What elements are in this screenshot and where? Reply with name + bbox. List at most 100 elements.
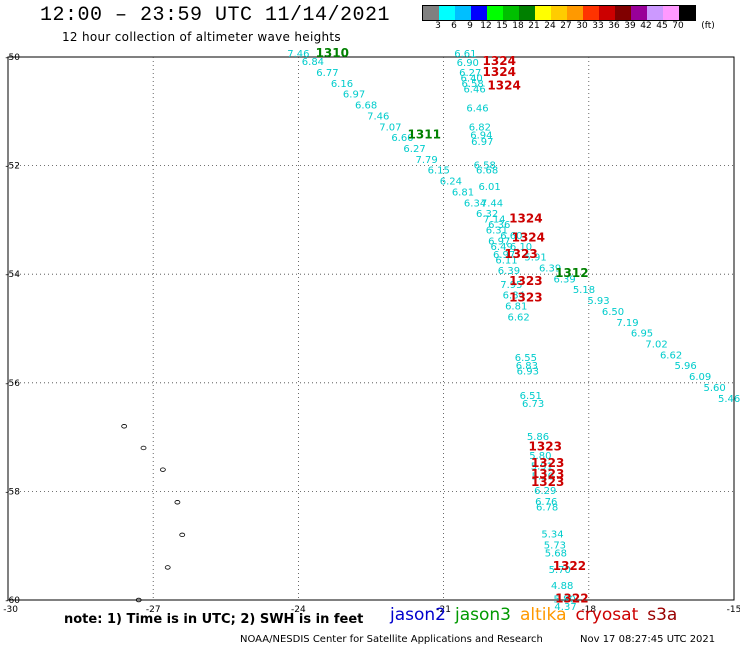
swh-label: 6.78 <box>536 502 558 513</box>
legend-swatch <box>583 6 599 20</box>
swh-label: 6.36 <box>488 220 510 231</box>
swh-label: 6.76 <box>535 497 557 508</box>
swh-label: 6.09 <box>689 372 711 383</box>
units-note: note: 1) Time is in UTC; 2) SWH is in fe… <box>64 612 364 627</box>
time-label: 1324 <box>512 231 545 245</box>
legend-swatch <box>455 6 471 20</box>
swh-label: 6.40 <box>461 73 483 84</box>
time-label: 1323 <box>509 290 542 304</box>
swh-label: 6.58 <box>462 79 484 90</box>
swh-label: 6.46 <box>466 103 488 114</box>
page-title: 12:00 – 23:59 UTC 11/14/2021 <box>40 4 391 27</box>
swh-label: 6.01 <box>478 182 500 193</box>
swh-label: 6.97 <box>493 250 515 261</box>
legend-swatch <box>663 6 679 20</box>
swh-label: 6.60 <box>500 231 522 242</box>
swh-label: 6.97 <box>343 90 365 101</box>
swh-label: 7.46 <box>367 111 389 122</box>
y-tick-label: -56 <box>5 379 20 389</box>
swh-label: 6.34 <box>464 198 486 209</box>
legend-label: 42 <box>640 21 652 31</box>
legend-swatch <box>567 6 583 20</box>
swh-label: 7.19 <box>616 318 638 329</box>
swh-label: 6.15 <box>428 166 450 177</box>
time-label: 1322 <box>555 592 588 606</box>
swh-label: 7.07 <box>379 122 401 133</box>
time-label: 1324 <box>509 212 542 226</box>
island-outline <box>174 500 181 505</box>
swh-label: 6.68 <box>355 101 377 112</box>
swh-label: 6.62 <box>507 312 529 323</box>
time-label: 1322 <box>553 559 586 573</box>
color-legend-labels: 3 6 9 12 15 18 21 24 27 30 33 36 39 42 45 70 (ft) <box>422 21 740 33</box>
swh-label: 6.83 <box>516 361 538 372</box>
y-tick-label: -54 <box>5 270 20 280</box>
swh-label: 6.77 <box>316 68 338 79</box>
swh-label: 7.46 <box>287 49 309 60</box>
time-label: 1323 <box>504 247 537 261</box>
time-label: 1323 <box>531 475 564 489</box>
time-label: 1323 <box>531 467 564 481</box>
legend-label: 27 <box>560 21 572 31</box>
legend-swatch <box>439 6 455 20</box>
island-outline <box>121 424 128 429</box>
footer-credit: NOAA/NESDIS Center for Satellite Applica… <box>240 634 543 645</box>
x-tick-label: -21 <box>436 605 451 615</box>
swh-label: 6.94 <box>470 130 492 141</box>
swh-label: 5.46 <box>718 394 740 405</box>
swh-label: 6.84 <box>302 57 324 68</box>
legend-unit: (ft) <box>701 21 715 31</box>
legend-label: 33 <box>592 21 604 31</box>
swh-label: 7.14 <box>483 215 505 226</box>
legend-label: 6 <box>451 21 457 31</box>
swh-label: 5.86 <box>527 432 549 443</box>
legend-label: 12 <box>480 21 492 31</box>
legend-label: 3 <box>435 21 441 31</box>
legend-label: 70 <box>672 21 684 31</box>
corner-tick-label: -30 <box>3 605 18 615</box>
swh-label: 6.32 <box>476 209 498 220</box>
swh-label: 7.95 <box>500 280 522 291</box>
swh-label: 6.82 <box>469 122 491 133</box>
swh-label: 6.62 <box>660 350 682 361</box>
island-outline <box>140 445 147 451</box>
time-label: 1311 <box>408 127 441 141</box>
swh-label: 4.88 <box>551 581 573 592</box>
swh-label: 6.97 <box>488 236 510 247</box>
swh-label: 5.34 <box>541 530 563 541</box>
legend-label: 18 <box>512 21 524 31</box>
swh-label: 6.46 <box>463 84 485 95</box>
swh-label: 6.27 <box>459 68 481 79</box>
legend-label: 39 <box>624 21 636 31</box>
time-label: 1310 <box>316 46 349 60</box>
swh-label: 4.37 <box>554 602 576 613</box>
swh-label: 6.58 <box>474 160 496 171</box>
swh-label: 6.11 <box>495 255 517 266</box>
island-outline <box>159 467 166 472</box>
legend-swatch <box>487 6 503 20</box>
swh-label: 5.91 <box>524 253 546 264</box>
swh-label: 5.18 <box>573 285 595 296</box>
swh-label: 7.79 <box>416 155 438 166</box>
legend-label: 24 <box>544 21 556 31</box>
swh-label: 6.51 <box>520 391 542 402</box>
swh-label: 5.80 <box>529 451 551 462</box>
swh-label: 7.02 <box>645 340 667 351</box>
page-subtitle: 12 hour collection of altimeter wave hei… <box>62 30 341 44</box>
legend-swatch <box>471 6 487 20</box>
satellite-cryosat: cryosat <box>575 605 639 625</box>
y-tick-label: -52 <box>5 162 20 172</box>
legend-label: 36 <box>608 21 620 31</box>
swh-label: 5.68 <box>545 549 567 560</box>
swh-label: 6.10 <box>510 242 532 253</box>
swh-label: 6.39 <box>553 274 575 285</box>
swh-label: 6.49 <box>491 242 513 253</box>
footer-timestamp: Nov 17 08:27:45 UTC 2021 <box>580 634 716 645</box>
swh-label: 6.90 <box>457 58 479 69</box>
swh-label: 6.29 <box>534 486 556 497</box>
swh-label: 6.31 <box>486 225 508 236</box>
y-tick-label: -58 <box>5 487 20 497</box>
satellite-altika: altika <box>520 605 567 625</box>
